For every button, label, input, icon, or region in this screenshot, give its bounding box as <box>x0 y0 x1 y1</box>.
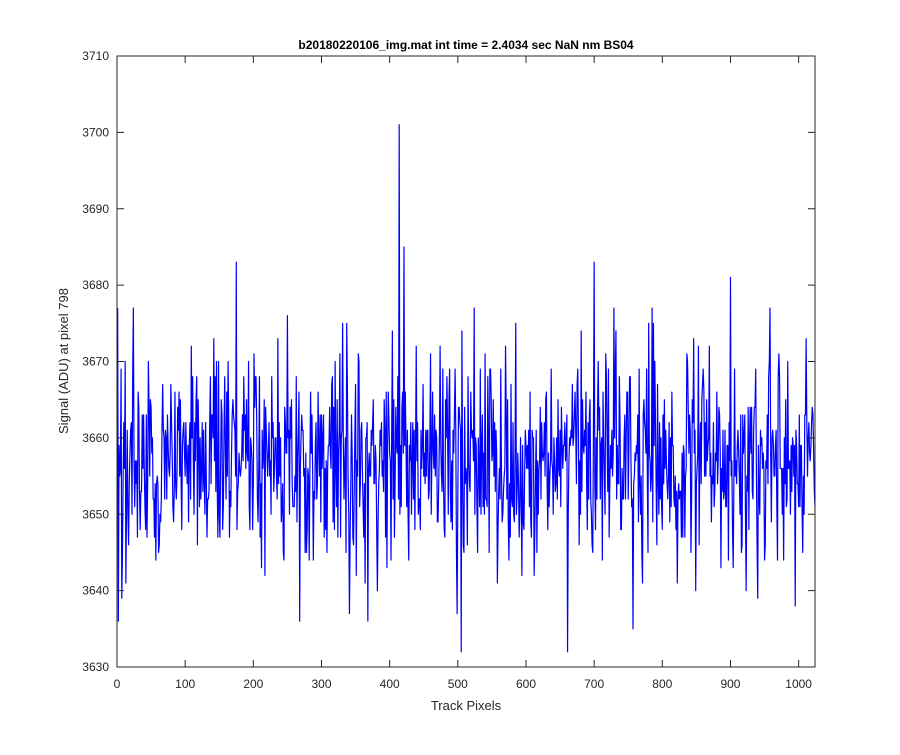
y-tick-label: 3680 <box>82 278 109 292</box>
y-tick-label: 3630 <box>82 660 109 674</box>
axes-box <box>116 55 816 668</box>
axes-background <box>117 56 815 667</box>
x-tick-label: 100 <box>175 677 195 691</box>
y-tick-label: 3640 <box>82 584 109 598</box>
series-layer <box>117 124 815 653</box>
x-tick-label: 600 <box>516 677 536 691</box>
chart-title: b20180220106_img.mat int time = 2.4034 s… <box>298 38 634 52</box>
signal-series-line <box>117 124 815 653</box>
labels-layer: 0 100 200 300 400 500 600 700 800 900 1000 3630 3640… <box>82 49 812 691</box>
y-tick-label: 3660 <box>82 431 109 445</box>
x-tick-label: 400 <box>380 677 400 691</box>
x-tick-label: 0 <box>114 677 121 691</box>
y-tick-label: 3690 <box>82 202 109 216</box>
y-tick-label: 3650 <box>82 507 109 521</box>
y-axis-label: Signal (ADU) at pixel 798 <box>56 288 71 434</box>
x-tick-label: 200 <box>243 677 263 691</box>
x-tick-label: 500 <box>448 677 468 691</box>
x-axis-label: Track Pixels <box>431 698 502 713</box>
x-tick-label: 700 <box>584 677 604 691</box>
y-tick-label: 3700 <box>82 125 109 139</box>
x-tick-label: 300 <box>311 677 331 691</box>
x-tick-label: 1000 <box>785 677 812 691</box>
y-tick-label: 3670 <box>82 355 109 369</box>
y-tick-label: 3710 <box>82 49 109 63</box>
x-tick-label: 800 <box>652 677 672 691</box>
x-tick-label: 900 <box>720 677 740 691</box>
